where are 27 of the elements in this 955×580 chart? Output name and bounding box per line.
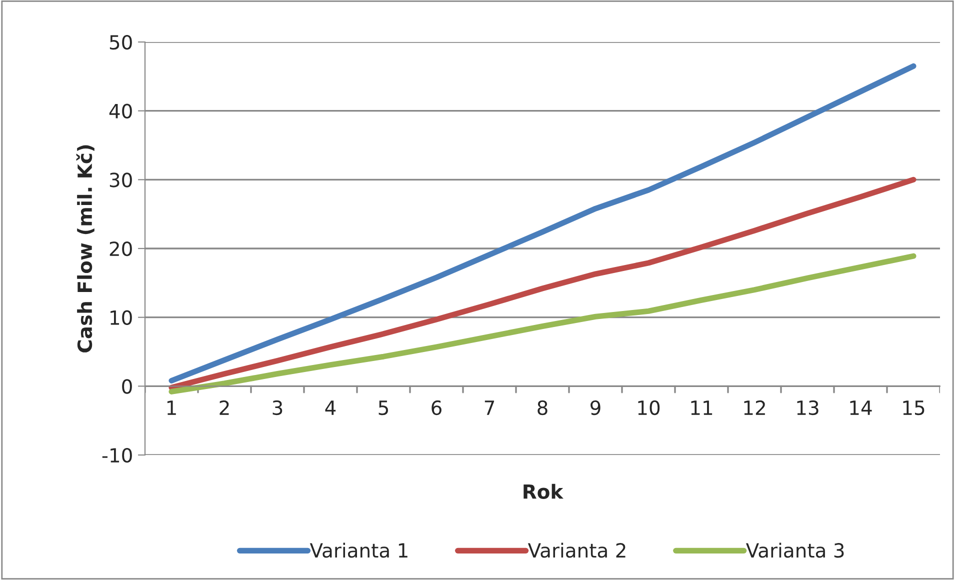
x-tick-label: 12: [744, 400, 765, 415]
legend-label: Varianta 3: [746, 542, 844, 558]
x-tick-label: 9: [590, 400, 600, 416]
y-tick-label: 50: [110, 34, 132, 50]
y-tick-label: 30: [110, 172, 132, 188]
x-tick-label: 14: [850, 400, 872, 415]
x-tick-label: 1: [167, 400, 176, 415]
x-tick-label: 15: [903, 400, 924, 416]
x-tick-label: 5: [378, 400, 388, 416]
x-tick-label: 10: [638, 400, 660, 416]
x-tick-label: 8: [538, 400, 548, 416]
x-tick-label: 4: [325, 400, 336, 415]
y-tick-label: -10: [102, 448, 132, 463]
y-tick-label: 10: [110, 310, 132, 325]
y-tick-label: 40: [109, 104, 132, 118]
x-tick-label: 7: [484, 400, 494, 415]
x-tick-label: 3: [272, 400, 282, 416]
x-tick-label: 6: [432, 400, 442, 416]
x-tick-label: 11: [691, 400, 712, 415]
legend-label: Varianta 1: [310, 542, 408, 558]
y-axis-title: Cash Flow (mil. Kč): [76, 145, 94, 352]
y-tick-label: 20: [110, 241, 132, 256]
x-axis-title: Rok: [524, 484, 564, 499]
y-tick-label: 0: [122, 379, 132, 394]
x-tick-label: 13: [797, 400, 818, 416]
legend-label: Varianta 2: [528, 542, 626, 558]
x-tick-label: 2: [220, 400, 229, 415]
